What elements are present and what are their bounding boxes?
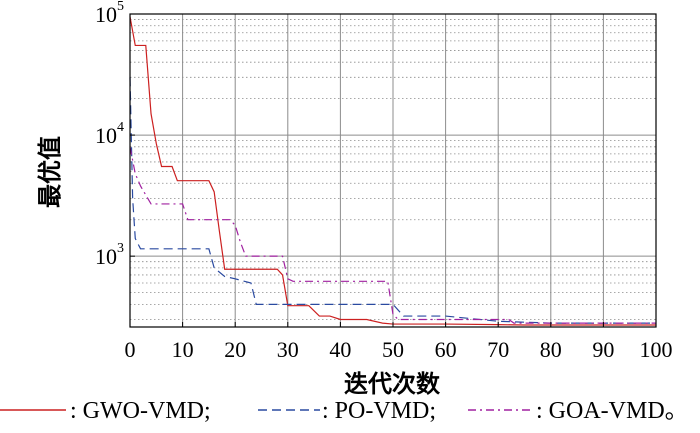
series-layer [129,16,656,326]
legend-end-mark: 。 [665,398,689,424]
series-line-1 [129,16,656,326]
x-ticks: 0 10 20 30 40 50 60 70 80 90 100 [125,322,673,362]
x-tick-label: 100 [640,337,673,362]
y-tick-label: 104 [95,120,124,148]
x-tick-label: 10 [172,337,194,362]
y-tick-label: 105 [95,0,124,27]
x-axis-label: 迭代次数 [344,369,441,398]
x-tick-label: 20 [224,337,246,362]
x-tick-label: 0 [125,337,136,362]
legend-entry-3: : GOA-VMD。 [536,398,689,424]
y-tick-label: 103 [95,241,124,269]
legend-entry-1: : GWO-VMD; [70,398,211,424]
x-tick-label: 70 [487,337,509,362]
x-tick-label: 40 [329,337,351,362]
x-tick-label: 50 [382,337,404,362]
x-tick-label: 90 [592,337,614,362]
x-tick-label: 30 [277,337,299,362]
grid [130,14,656,327]
series-line-3 [129,146,656,324]
x-tick-label: 60 [435,337,457,362]
series-line-2 [129,77,656,324]
y-ticks: 103 104 105 [95,0,135,269]
y-axis-label: 最优值 [35,136,64,208]
legend-entry-2: : PO-VMD; [322,398,436,424]
legend: : GWO-VMD; : PO-VMD; : GOA-VMD。 [0,398,689,424]
x-tick-label: 80 [540,337,562,362]
